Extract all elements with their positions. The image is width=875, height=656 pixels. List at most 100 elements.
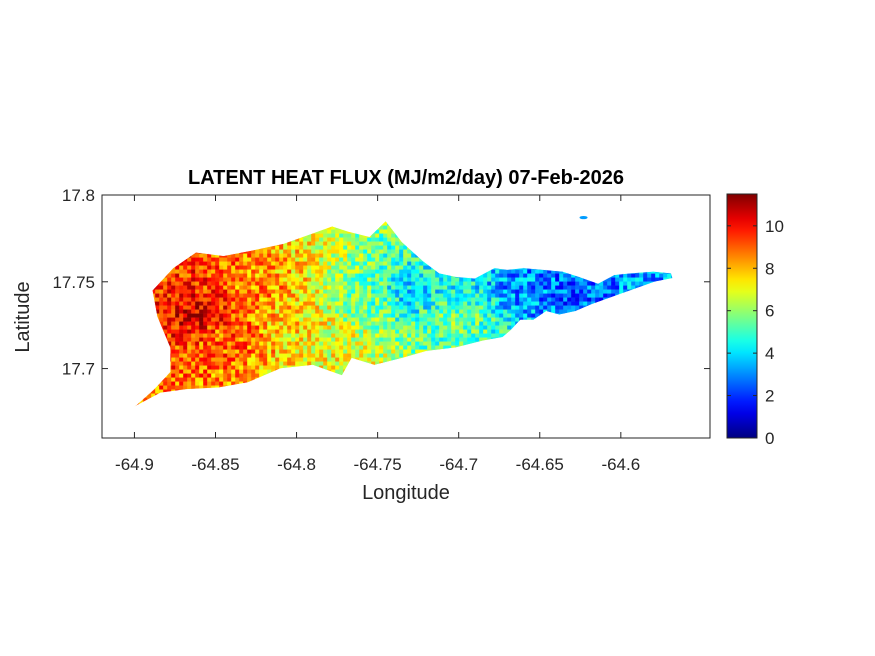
- heat-cell: [355, 333, 360, 338]
- heat-cell: [479, 277, 484, 282]
- heat-cell: [299, 313, 304, 318]
- heat-cell: [299, 273, 304, 278]
- heat-cell: [539, 277, 544, 282]
- heat-cell: [279, 357, 284, 362]
- heat-cell: [291, 293, 296, 298]
- heat-cell: [335, 333, 340, 338]
- heat-cell: [239, 361, 244, 366]
- heat-cell: [251, 353, 256, 358]
- heat-cell: [219, 361, 224, 366]
- heat-cell: [655, 273, 660, 278]
- heat-cell: [231, 333, 236, 338]
- heat-cell: [383, 257, 388, 262]
- heat-cell: [463, 333, 468, 338]
- heat-cell: [255, 321, 260, 326]
- heat-cell: [423, 277, 428, 282]
- heat-cell: [431, 297, 436, 302]
- heat-cell: [359, 341, 364, 346]
- heat-cell: [339, 333, 344, 338]
- heat-cell: [335, 277, 340, 282]
- heat-cell: [199, 321, 204, 326]
- heat-cell: [643, 281, 648, 286]
- heat-cell: [407, 337, 412, 342]
- heat-cell: [199, 309, 204, 314]
- heat-cell: [531, 309, 536, 314]
- heat-cell: [335, 341, 340, 346]
- heat-cell: [199, 265, 204, 270]
- heat-cell: [563, 273, 568, 278]
- heat-cell: [467, 337, 472, 342]
- heat-cell: [375, 257, 380, 262]
- heat-cell: [487, 317, 492, 322]
- heat-cell: [495, 285, 500, 290]
- heat-cell: [363, 301, 368, 306]
- heat-cell: [207, 325, 212, 330]
- heat-cell: [355, 285, 360, 290]
- heat-cell: [403, 253, 408, 258]
- heat-cell: [491, 309, 496, 314]
- heat-cell: [435, 297, 440, 302]
- heat-cell: [207, 353, 212, 358]
- heat-cell: [483, 281, 488, 286]
- heat-cell: [267, 353, 272, 358]
- heat-cell: [299, 333, 304, 338]
- heat-cell: [371, 257, 376, 262]
- heat-cell: [515, 269, 520, 274]
- heat-cell: [295, 253, 300, 258]
- heat-cell: [183, 285, 188, 290]
- heat-cell: [227, 281, 232, 286]
- heat-cell: [327, 253, 332, 258]
- heat-cell: [235, 253, 240, 258]
- heat-cell: [355, 297, 360, 302]
- heat-cell: [435, 325, 440, 330]
- heat-cell: [271, 257, 276, 262]
- heat-cell: [319, 245, 324, 250]
- heat-cell: [379, 337, 384, 342]
- heat-cell: [279, 289, 284, 294]
- heat-cell: [483, 301, 488, 306]
- heat-cell: [435, 321, 440, 326]
- heat-cell: [411, 285, 416, 290]
- heat-cell: [299, 241, 304, 246]
- heat-cell: [379, 313, 384, 318]
- heat-cell: [187, 277, 192, 282]
- heat-cell: [403, 321, 408, 326]
- heat-cell: [243, 277, 248, 282]
- heat-cell: [195, 333, 200, 338]
- heat-cell: [487, 289, 492, 294]
- heat-cell: [359, 269, 364, 274]
- heat-cell: [171, 317, 176, 322]
- heat-cell: [339, 297, 344, 302]
- heat-cell: [335, 265, 340, 270]
- heat-cell: [407, 313, 412, 318]
- heat-cell: [363, 273, 368, 278]
- heat-cell: [487, 313, 492, 318]
- heat-cell: [375, 233, 380, 238]
- heat-cell: [327, 357, 332, 362]
- heat-cell: [327, 301, 332, 306]
- heat-cell: [555, 285, 560, 290]
- heat-cell: [327, 269, 332, 274]
- heat-cell: [415, 277, 420, 282]
- heat-cell: [343, 297, 348, 302]
- heat-cell: [307, 313, 312, 318]
- heat-cell: [255, 293, 260, 298]
- heat-cell: [639, 277, 644, 282]
- heat-cell: [171, 345, 176, 350]
- heat-cell: [319, 337, 324, 342]
- heat-cell: [643, 277, 648, 282]
- heat-cell: [427, 325, 432, 330]
- heat-cell: [279, 301, 284, 306]
- heat-cell: [311, 261, 316, 266]
- heat-cell: [275, 257, 280, 262]
- heat-cell: [519, 297, 524, 302]
- heat-cell: [315, 253, 320, 258]
- heat-cell: [383, 229, 388, 234]
- heat-cell: [319, 249, 324, 254]
- heat-cell: [231, 269, 236, 274]
- heat-cell: [219, 357, 224, 362]
- heat-cell: [223, 329, 228, 334]
- heat-cell: [383, 297, 388, 302]
- heat-cell: [323, 313, 328, 318]
- heat-cell: [419, 337, 424, 342]
